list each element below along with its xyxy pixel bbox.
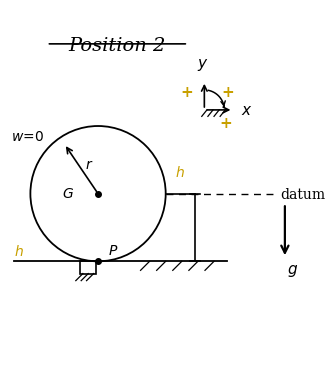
Text: datum: datum: [280, 188, 325, 202]
Text: $x$: $x$: [242, 103, 253, 117]
Text: $y$: $y$: [197, 57, 208, 73]
Text: $h$: $h$: [14, 244, 24, 258]
Bar: [80, 261, 96, 273]
Text: $w\!=\!0$: $w\!=\!0$: [11, 130, 45, 144]
Text: +: +: [180, 85, 193, 100]
Text: $r$: $r$: [85, 158, 93, 172]
Text: Position 2: Position 2: [69, 38, 166, 56]
Text: +: +: [221, 85, 234, 100]
Text: $P$: $P$: [108, 244, 118, 258]
Text: $g$: $g$: [287, 263, 298, 279]
Text: +: +: [220, 116, 232, 131]
Text: $h$: $h$: [175, 165, 185, 180]
Text: $G$: $G$: [62, 187, 74, 201]
